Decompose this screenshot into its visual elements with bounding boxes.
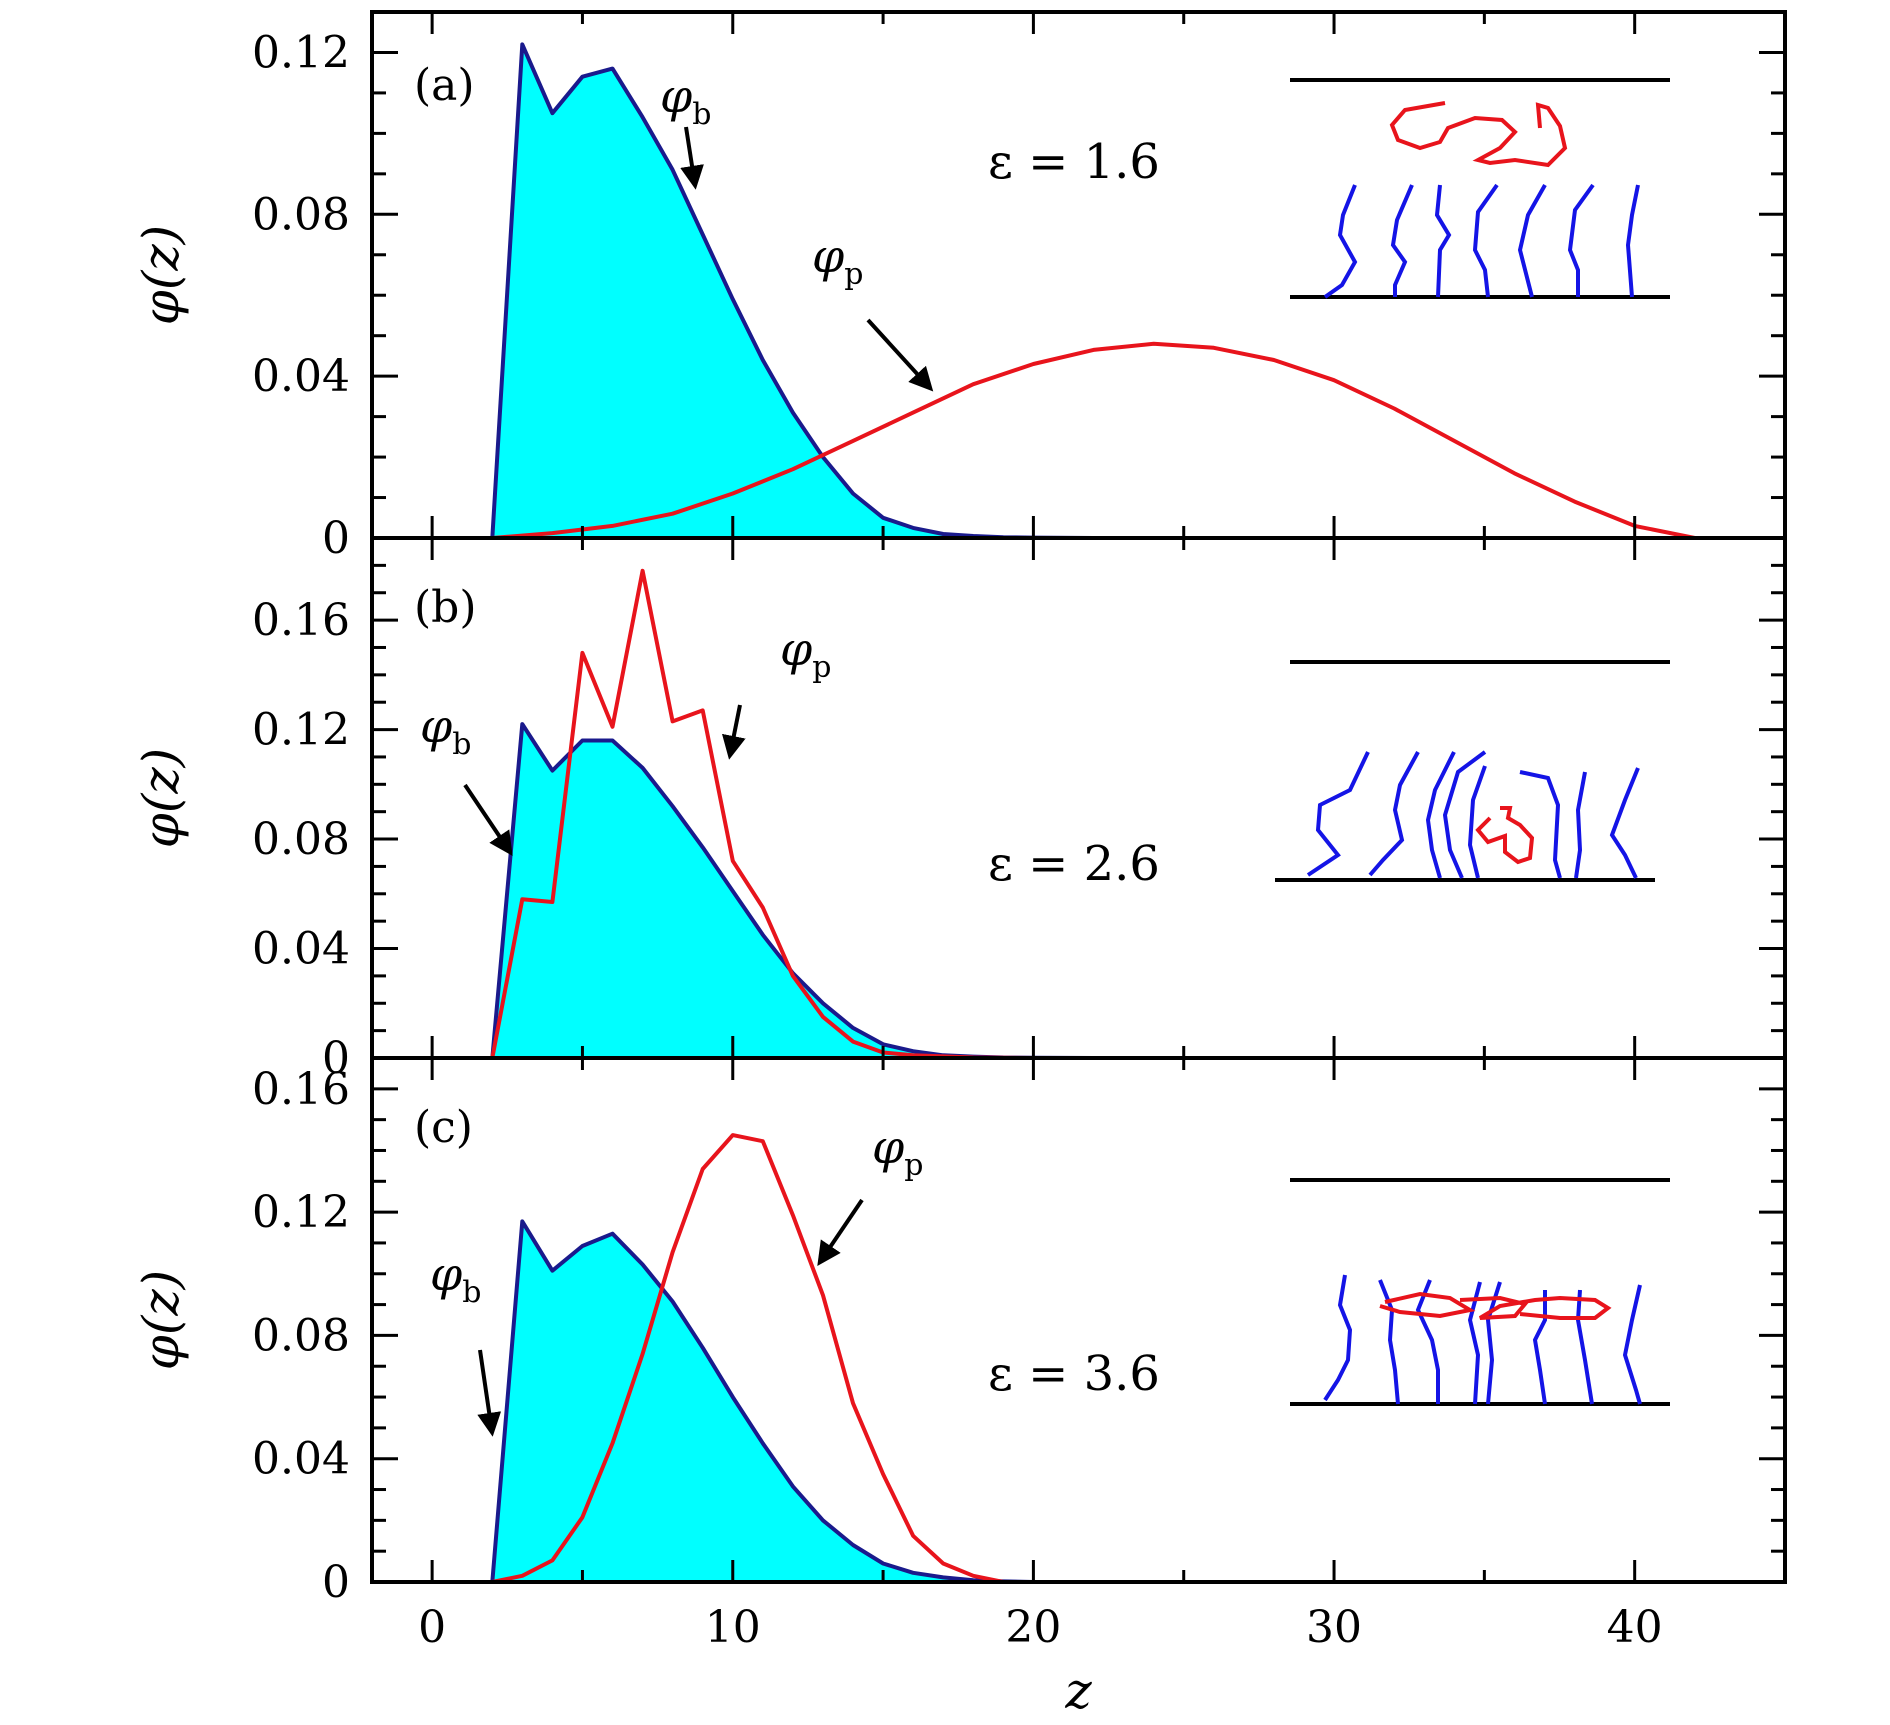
y-tick-label: 0.04	[252, 1434, 350, 1485]
panel-label: (a)	[414, 60, 475, 111]
y-tick-label: 0.08	[252, 1310, 350, 1361]
series-line-p	[491, 1133, 1004, 1584]
x-tick-label: 20	[1005, 1602, 1061, 1653]
panel-label: (b)	[414, 582, 477, 633]
y-tick-label: 0.16	[252, 1064, 350, 1115]
series-area-b	[492, 44, 1094, 539]
series-arrow-p	[817, 1198, 864, 1266]
x-tick-label: 10	[705, 1602, 761, 1653]
inset-schematic-c	[1290, 1178, 1670, 1406]
series-arrow-p	[866, 318, 934, 392]
y-tick-label: 0	[322, 1557, 350, 1608]
y-tick-label: 0.08	[252, 189, 350, 240]
series-line-b	[490, 42, 1094, 540]
series-label-p: φp	[812, 229, 863, 292]
panel-label: (c)	[414, 1102, 473, 1153]
y-tick-label: 0.12	[252, 705, 350, 756]
y-tick-label: 0.04	[252, 924, 350, 975]
series-line-p	[492, 341, 1696, 540]
y-tick-label: 0.04	[252, 351, 350, 402]
inset-schematic-b	[1275, 660, 1670, 882]
chart-panel-c: 0 0.04 0.08 0.12 0.16 0 10 20 30 40 φ(z) z (c) ε = 3.…	[132, 1056, 1787, 1720]
y-tick-label: 0.08	[252, 814, 350, 865]
series-area-b	[492, 1221, 1034, 1582]
series-arrow-b	[463, 783, 513, 856]
plot-root: 0 0.04 0.08 0.12 φ(z) (a) ε = 1.6 φb φp 0 0.04 0.08…	[132, 10, 1787, 1720]
series-line-b	[490, 1219, 1034, 1584]
y-tick-label: 0	[322, 513, 350, 564]
series-label-b: φb	[430, 1247, 481, 1310]
series-arrow-b	[680, 126, 704, 190]
x-tick-label: 0	[418, 1602, 446, 1653]
y-tick-label: 0.12	[252, 27, 350, 78]
series-area-b	[492, 724, 1094, 1058]
epsilon-annotation: ε = 3.6	[988, 1346, 1160, 1402]
series-label-b: φb	[420, 699, 471, 762]
series-line-p	[490, 568, 1034, 1060]
series-label-p: φp	[872, 1120, 923, 1183]
inset-schematic-a	[1290, 78, 1670, 299]
series-arrow-p	[721, 704, 746, 760]
y-axis-label: φ(z)	[132, 1270, 190, 1370]
chart-panel-b: 0 0.04 0.08 0.12 0.16 φ(z) (b) ε = 2.6 φb φp	[132, 536, 1787, 1084]
x-tick-label: 40	[1607, 1602, 1663, 1653]
plot-frame	[370, 1056, 1787, 1584]
y-tick-label: 0	[322, 1033, 350, 1084]
x-tick-label: 30	[1306, 1602, 1362, 1653]
series-arrow-b	[477, 1349, 502, 1437]
series-label-b: φb	[660, 69, 711, 132]
chart-panel-a: 0 0.04 0.08 0.12 φ(z) (a) ε = 1.6 φb φp	[132, 10, 1787, 564]
y-tick-label: 0.16	[252, 595, 350, 646]
y-axis-label: φ(z)	[132, 225, 190, 325]
y-axis-label: φ(z)	[132, 748, 190, 848]
x-axis-label: z	[1064, 1662, 1092, 1720]
series-label-p: φp	[780, 622, 831, 685]
epsilon-annotation: ε = 1.6	[988, 134, 1160, 190]
y-tick-label: 0.12	[252, 1187, 350, 1238]
epsilon-annotation: ε = 2.6	[988, 836, 1160, 892]
